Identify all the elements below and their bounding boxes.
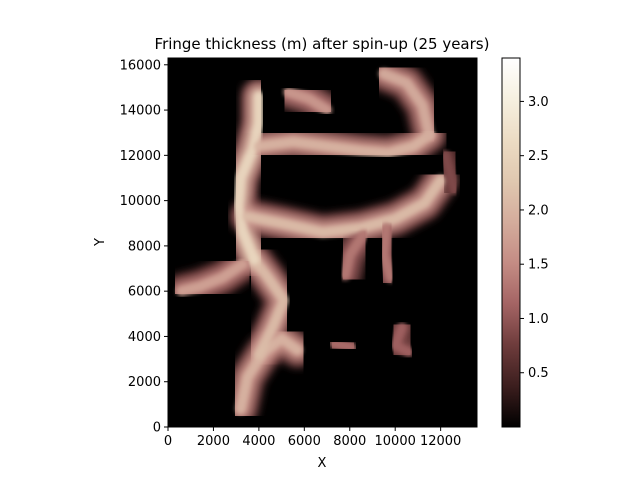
x-tick-label: 0 (164, 434, 172, 449)
thickness-ridge-12 (440, 150, 460, 195)
y-tick-label: 16000 (120, 58, 161, 73)
heatmap-field (168, 58, 473, 427)
thickness-ridge-10 (390, 322, 414, 358)
y-tick-label: 12000 (120, 149, 161, 164)
thickness-ridge-9 (378, 222, 396, 283)
colorbar: 0.5 1.0 1.5 2.0 2.5 3.0 (501, 57, 549, 428)
thickness-ridge-3 (253, 130, 435, 159)
y-tick-label: 10000 (120, 194, 161, 209)
thickness-ridge-4 (378, 68, 435, 140)
y-tick-label: 6000 (128, 285, 161, 300)
y-axis-label: Y (93, 238, 108, 247)
thickness-ridge-6 (176, 259, 248, 297)
y-tick-label: 4000 (128, 330, 161, 345)
colorbar-tick-label: 2.0 (528, 203, 549, 218)
x-tick-label: 12000 (420, 434, 461, 449)
x-tick-label: 6000 (288, 434, 321, 449)
colorbar-tick-label: 1.0 (528, 312, 549, 327)
x-tick-label: 4000 (242, 434, 275, 449)
y-tick-label: 14000 (120, 104, 161, 119)
plot-area (167, 57, 478, 428)
colorbar-tick-label: 1.5 (528, 258, 549, 273)
heatmap-layer-2 (176, 68, 460, 414)
colorbar-ticks: 0.5 1.0 1.5 2.0 2.5 3.0 (520, 95, 549, 381)
x-tick-label: 2000 (197, 434, 230, 449)
colorbar-tick-label: 2.5 (528, 149, 549, 164)
x-tick-label: 10000 (375, 434, 416, 449)
y-tick-label: 8000 (128, 239, 161, 254)
thickness-ridge-8 (340, 229, 369, 281)
x-axis-label: X (318, 456, 327, 471)
x-tick-label: 8000 (333, 434, 366, 449)
y-tick-label: 0 (153, 421, 161, 436)
x-axis-ticks: 0 2000 4000 6000 8000 10000 12000 (164, 427, 461, 449)
thickness-ridge-5 (242, 175, 446, 238)
y-axis-ticks: 0 2000 4000 6000 8000 10000 12000 14000 16000 (120, 58, 168, 436)
thickness-ridge-1 (249, 254, 289, 360)
plot-frame (167, 57, 478, 428)
thickness-ridge-7 (283, 87, 332, 116)
colorbar-scale (501, 57, 521, 428)
colorbar-tick-label: 3.0 (528, 95, 549, 110)
thickness-ridge-2 (233, 91, 264, 265)
y-tick-label: 2000 (128, 375, 161, 390)
colorbar-tick-label: 0.5 (528, 366, 549, 381)
chart-title: Fringe thickness (m) after spin-up (25 y… (155, 35, 490, 53)
thickness-ridge-11 (328, 338, 357, 353)
